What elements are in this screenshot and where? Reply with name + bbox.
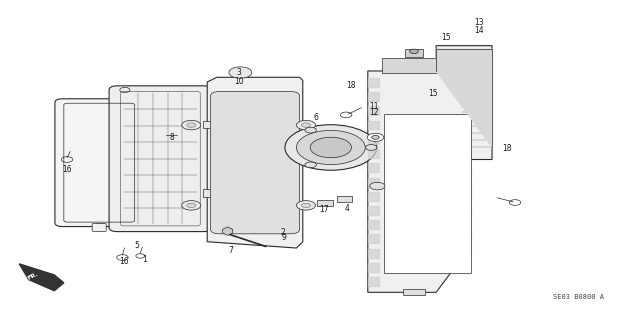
Circle shape bbox=[305, 162, 316, 168]
Bar bbox=[384, 114, 470, 273]
Bar bbox=[317, 200, 333, 206]
Circle shape bbox=[182, 201, 201, 210]
Polygon shape bbox=[461, 207, 470, 214]
FancyBboxPatch shape bbox=[109, 86, 212, 232]
Circle shape bbox=[305, 127, 316, 133]
Text: 2: 2 bbox=[281, 228, 285, 237]
Polygon shape bbox=[461, 245, 470, 252]
Text: 4: 4 bbox=[345, 204, 350, 213]
Circle shape bbox=[187, 123, 196, 127]
Circle shape bbox=[410, 49, 419, 54]
Text: 3: 3 bbox=[237, 68, 241, 77]
Text: 12: 12 bbox=[369, 108, 379, 117]
Bar bbox=[403, 288, 425, 295]
Polygon shape bbox=[207, 77, 303, 248]
Polygon shape bbox=[461, 232, 470, 240]
Circle shape bbox=[310, 137, 351, 158]
Text: 13: 13 bbox=[474, 18, 484, 27]
Polygon shape bbox=[368, 92, 380, 101]
Bar bbox=[204, 121, 215, 128]
Polygon shape bbox=[461, 169, 470, 177]
Polygon shape bbox=[368, 163, 380, 172]
Text: 5: 5 bbox=[134, 241, 140, 250]
Polygon shape bbox=[368, 46, 492, 292]
Text: 14: 14 bbox=[474, 26, 484, 35]
Circle shape bbox=[301, 203, 310, 208]
Circle shape bbox=[370, 182, 385, 190]
Circle shape bbox=[285, 125, 377, 170]
Circle shape bbox=[296, 120, 316, 130]
Polygon shape bbox=[368, 178, 380, 186]
Text: 16: 16 bbox=[62, 165, 72, 174]
Bar bbox=[204, 189, 215, 197]
Polygon shape bbox=[461, 194, 470, 202]
FancyBboxPatch shape bbox=[211, 92, 300, 234]
Polygon shape bbox=[436, 49, 492, 147]
Polygon shape bbox=[368, 277, 380, 286]
Polygon shape bbox=[223, 227, 233, 235]
Polygon shape bbox=[368, 249, 380, 257]
Polygon shape bbox=[368, 78, 380, 87]
Polygon shape bbox=[368, 206, 380, 215]
Circle shape bbox=[229, 67, 252, 78]
Circle shape bbox=[296, 201, 316, 210]
Text: 17: 17 bbox=[319, 205, 329, 214]
Polygon shape bbox=[368, 192, 380, 201]
Text: 8: 8 bbox=[170, 133, 175, 143]
Text: 18: 18 bbox=[502, 144, 511, 153]
Text: 6: 6 bbox=[313, 113, 318, 122]
Text: 16: 16 bbox=[120, 257, 129, 266]
Text: 7: 7 bbox=[228, 246, 233, 255]
Polygon shape bbox=[368, 149, 380, 158]
Polygon shape bbox=[461, 219, 470, 227]
Bar bbox=[405, 49, 423, 57]
Circle shape bbox=[187, 203, 196, 208]
Circle shape bbox=[365, 145, 377, 150]
Circle shape bbox=[372, 136, 380, 139]
Polygon shape bbox=[368, 106, 380, 115]
Circle shape bbox=[296, 130, 365, 165]
Circle shape bbox=[301, 123, 310, 127]
Bar bbox=[382, 58, 447, 72]
Text: 9: 9 bbox=[281, 234, 286, 242]
Text: 1: 1 bbox=[141, 255, 147, 264]
Text: 10: 10 bbox=[234, 77, 244, 85]
Text: 11: 11 bbox=[369, 102, 379, 111]
Polygon shape bbox=[368, 263, 380, 272]
Polygon shape bbox=[368, 220, 380, 229]
Text: 15: 15 bbox=[442, 33, 451, 42]
FancyBboxPatch shape bbox=[92, 223, 106, 232]
Text: FR.: FR. bbox=[27, 271, 40, 281]
Text: 15: 15 bbox=[429, 89, 438, 98]
Polygon shape bbox=[19, 264, 64, 291]
Polygon shape bbox=[461, 181, 470, 189]
Polygon shape bbox=[368, 234, 380, 243]
Circle shape bbox=[367, 133, 384, 141]
Polygon shape bbox=[368, 135, 380, 144]
Text: 18: 18 bbox=[346, 81, 355, 90]
FancyBboxPatch shape bbox=[55, 99, 143, 226]
Polygon shape bbox=[368, 121, 380, 130]
Bar bbox=[337, 196, 352, 202]
Circle shape bbox=[182, 120, 201, 130]
Text: SE03 B0800 A: SE03 B0800 A bbox=[552, 294, 604, 300]
